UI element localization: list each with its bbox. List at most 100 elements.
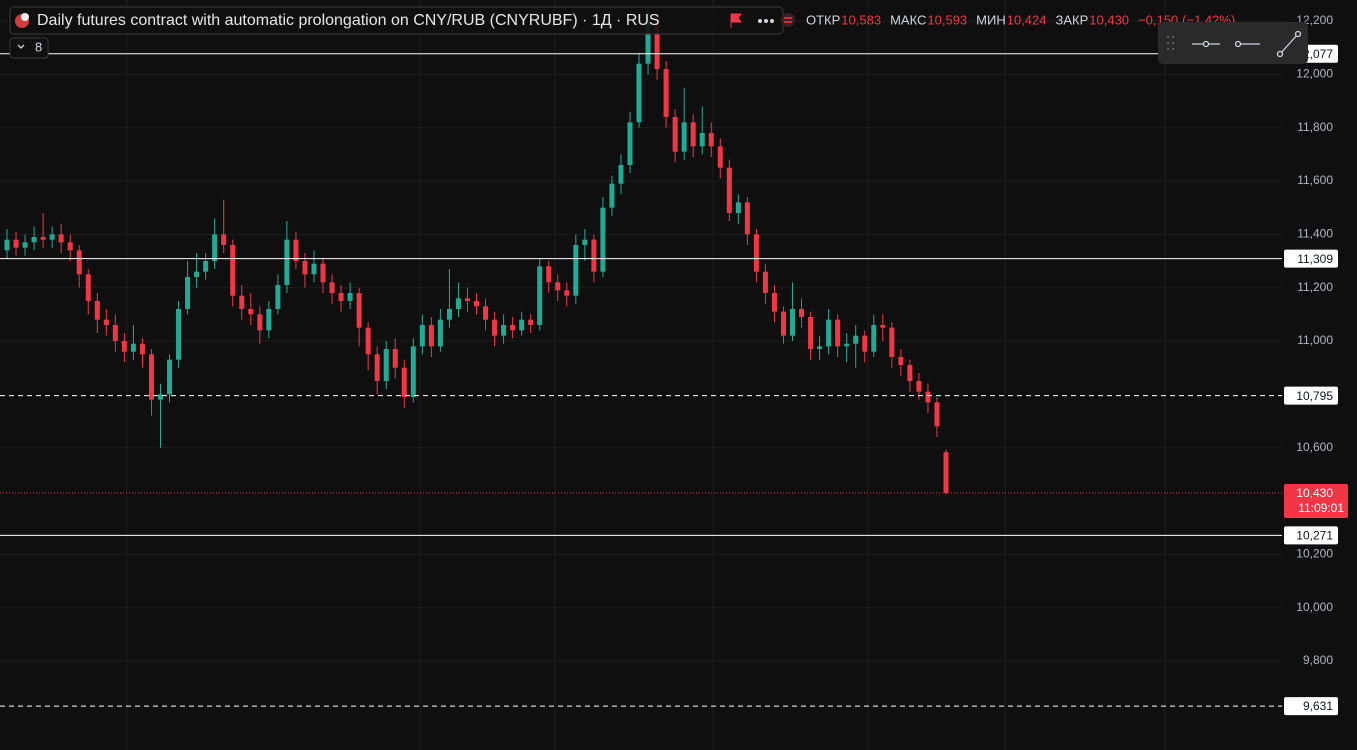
candle-body	[356, 293, 362, 328]
drawing-toolbar	[1158, 22, 1308, 64]
candle-body	[636, 63, 642, 123]
candle-body	[176, 309, 182, 360]
candle-body	[4, 239, 10, 251]
candle-body	[401, 367, 407, 397]
candle-body	[464, 298, 470, 301]
price-axis: 9,800 10,000 10,200 10,600 11,000 11,200 11,40…	[1282, 0, 1357, 750]
candle-body	[419, 325, 425, 347]
candle-body	[67, 242, 73, 251]
candle-body	[266, 309, 272, 331]
last-price-label: 10,430	[1296, 486, 1333, 500]
tool-trendline[interactable]	[1276, 30, 1302, 58]
candle-body	[383, 349, 389, 381]
candle-body	[257, 314, 263, 331]
candle-body	[446, 309, 452, 320]
candle-body	[835, 319, 841, 347]
time-grid	[126, 0, 1166, 750]
level-label-bg	[1284, 386, 1338, 405]
y-tick-label: 10,200	[1296, 547, 1333, 561]
candle-body	[735, 202, 741, 213]
level-label: 10,795	[1296, 389, 1333, 403]
candle-body	[212, 234, 218, 261]
candle-body	[943, 452, 949, 493]
chevron-icon	[17, 44, 25, 49]
candle-body	[681, 122, 687, 152]
candles	[4, 7, 949, 495]
candle-body	[862, 335, 868, 352]
candle-body	[690, 122, 696, 147]
candle-body	[762, 271, 768, 293]
candle-body	[799, 309, 805, 317]
level-label: 10,271	[1296, 529, 1333, 543]
indicator-icon	[781, 13, 795, 27]
y-tick-label: 10,600	[1296, 440, 1333, 454]
y-tick-label: 11,800	[1297, 120, 1333, 134]
price-axis-bg	[1282, 0, 1357, 750]
candle-body	[483, 306, 489, 320]
ohlc-value: 10,583	[841, 12, 881, 27]
candle-body	[329, 282, 335, 293]
drag-handle[interactable]	[1167, 36, 1174, 50]
candle-body	[609, 183, 615, 208]
candle-body	[627, 122, 633, 165]
candle-body	[510, 325, 516, 331]
candle-body	[13, 239, 19, 248]
candle-body	[925, 391, 931, 403]
candle-body	[121, 341, 127, 352]
candle-body	[492, 319, 498, 336]
candle-body	[546, 266, 552, 283]
ohlc-name: ЗАКР	[1055, 12, 1088, 27]
candle-body	[853, 335, 859, 344]
tool-segment[interactable]	[1192, 40, 1220, 48]
candle-body	[428, 325, 434, 347]
candle-body	[573, 245, 579, 296]
candle-body	[916, 381, 922, 392]
levels	[0, 53, 1282, 707]
level-label: 11,309	[1297, 252, 1333, 266]
ohlc-name: МИН	[976, 12, 1006, 27]
candle-body	[40, 237, 46, 240]
candle-body	[302, 261, 308, 275]
candle-body	[501, 325, 507, 336]
candle-body	[771, 293, 777, 312]
candle-body	[726, 167, 732, 213]
candle-body	[103, 319, 109, 325]
y-tick-label: 11,000	[1297, 333, 1333, 347]
y-tick-label: 12,000	[1296, 67, 1333, 81]
candle-body	[239, 295, 245, 309]
candle-body	[744, 202, 750, 235]
candle-body	[898, 357, 904, 365]
candle-body	[907, 365, 913, 381]
candle-body	[338, 293, 344, 301]
ohlc-name: МАКС	[890, 12, 926, 27]
candle-body	[293, 239, 299, 261]
candle-body	[699, 133, 705, 147]
flag-icon[interactable]	[730, 13, 742, 28]
symbol-icon	[21, 13, 29, 21]
candle-body	[185, 277, 191, 309]
candle-body	[58, 234, 64, 243]
candle-body	[130, 343, 136, 352]
candle-body	[474, 301, 479, 307]
candle-body	[437, 319, 443, 347]
tool-ray[interactable]	[1234, 40, 1261, 48]
candle-body	[717, 146, 723, 168]
candle-body	[284, 239, 290, 285]
ohlc-legend: ОТКР 10,583 МАКС 10,593 МИН 10,424 ЗАКР 10,430−…	[806, 12, 1235, 27]
candle-body	[808, 317, 814, 349]
indicators-toggle[interactable]	[9, 37, 49, 59]
candle-body	[817, 346, 823, 349]
candle-body	[311, 263, 317, 275]
candle-body	[410, 346, 416, 397]
candle-body	[320, 263, 326, 283]
candle-body	[889, 327, 895, 357]
level-label: 9,631	[1303, 699, 1333, 713]
candle-body	[672, 117, 678, 152]
candle-body	[455, 298, 461, 309]
more-icon[interactable]	[758, 19, 774, 23]
countdown-label: 11:09:01	[1298, 501, 1344, 515]
candle-body	[537, 266, 543, 325]
candle-body	[76, 250, 82, 275]
